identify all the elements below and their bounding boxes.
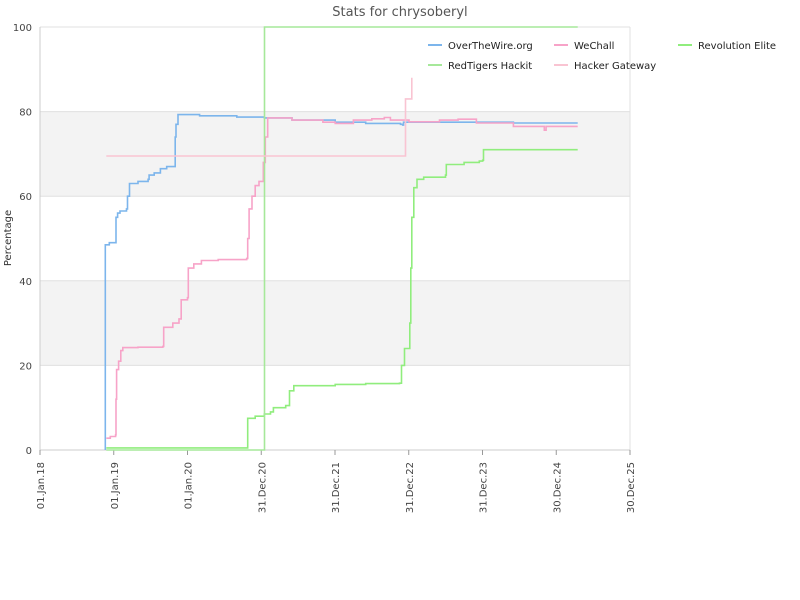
legend-item: RedTigers Hackit: [428, 61, 532, 72]
series-line-revolution-elite: [106, 148, 578, 449]
y-tick-label: 60: [19, 192, 32, 203]
x-tick-label: 31.Dec.21: [331, 462, 342, 513]
legend-label: RedTigers Hackit: [448, 61, 532, 72]
legend-item: Hacker Gateway: [554, 61, 656, 72]
x-tick-label: 30.Dec.25: [626, 462, 637, 513]
x-tick-label: 31.Dec.23: [479, 462, 490, 513]
series-line-wechall: [106, 116, 578, 439]
x-tick-label: 31.Dec.22: [405, 462, 416, 513]
series-group: [104, 26, 578, 451]
y-tick-label: 80: [19, 108, 32, 119]
legend-item: Revolution Elite: [678, 41, 776, 52]
legend-label: WeChall: [574, 41, 614, 52]
series-line-overthewire-org: [104, 113, 578, 450]
series-line-hacker-gateway: [106, 77, 413, 157]
legend-label: Hacker Gateway: [574, 61, 656, 72]
legend-label: OverTheWire.org: [448, 41, 533, 52]
x-tick-label: 31.Dec.20: [257, 462, 268, 513]
chart-title: Stats for chrysoberyl: [332, 5, 467, 20]
y-tick-label: 100: [13, 23, 32, 34]
y-axis-label: Percentage: [3, 210, 14, 266]
x-tick-label: 01.Jan.19: [110, 462, 121, 509]
grid-band: [40, 280, 630, 366]
legend-item: WeChall: [554, 41, 614, 52]
grid-lines: [40, 26, 630, 451]
grid-band: [40, 111, 630, 197]
y-tick-label: 20: [19, 361, 32, 372]
legend: OverTheWire.org WeChall Revolution Elite Re…: [428, 41, 776, 72]
axes: 0 20 40 60 80 100 01.Jan.18 01.Jan.19 01.Jan.20 3…: [13, 23, 637, 513]
legend-label: Revolution Elite: [698, 41, 776, 52]
y-tick-label: 0: [26, 446, 32, 457]
x-tick-label: 01.Jan.20: [184, 462, 195, 509]
x-tick-label: 30.Dec.24: [552, 462, 563, 513]
y-tick-label: 40: [19, 277, 32, 288]
x-tick-label: 01.Jan.18: [36, 462, 47, 509]
legend-item: OverTheWire.org: [428, 41, 533, 52]
series-line-redtigers-hackit: [106, 26, 578, 451]
